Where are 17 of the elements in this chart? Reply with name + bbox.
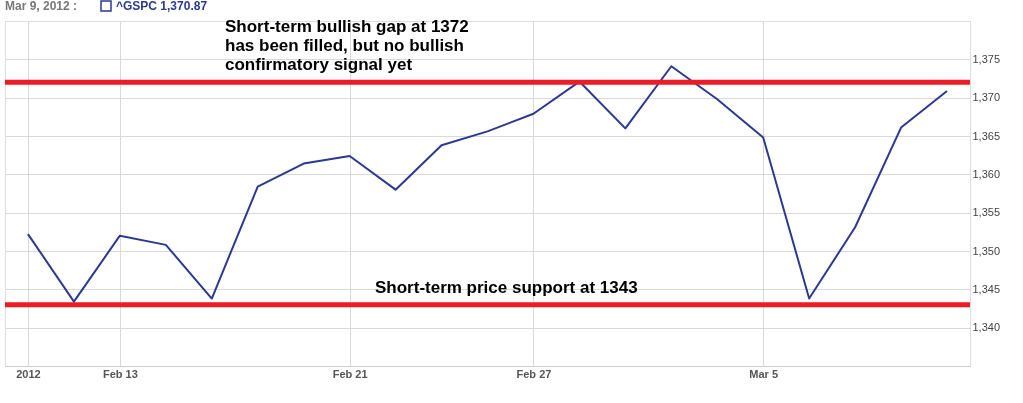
x-tick-label: Feb 27 — [516, 367, 552, 380]
x-tick-label: Feb 21 — [332, 367, 368, 380]
y-tick-label: 1,350 — [972, 244, 1001, 257]
x-tick-label: 2012 — [16, 367, 41, 380]
y-tick-label: 1,345 — [972, 282, 1001, 295]
y-tick-label: 1,365 — [972, 129, 1001, 142]
y-tick-label: 1,360 — [972, 167, 1001, 180]
y-tick-label: 1,375 — [972, 52, 1001, 65]
chart-title: Mar 9, 2012 : — [5, 0, 78, 13]
ref-line-label: Short-term bullish gap at 1372 has been filled, but no bullish confirmatory signal yet — [225, 17, 469, 75]
legend-label: ^GSPC 1,370.87 — [116, 0, 208, 13]
y-tick-label: 1,370 — [972, 91, 1001, 104]
ref-line-label: Short-term price support at 1343 — [375, 277, 638, 297]
y-tick-label: 1,355 — [972, 206, 1001, 219]
y-tick-label: 1,340 — [972, 321, 1001, 334]
x-tick-label: Mar 5 — [749, 367, 779, 380]
x-tick-label: Feb 13 — [102, 367, 138, 380]
